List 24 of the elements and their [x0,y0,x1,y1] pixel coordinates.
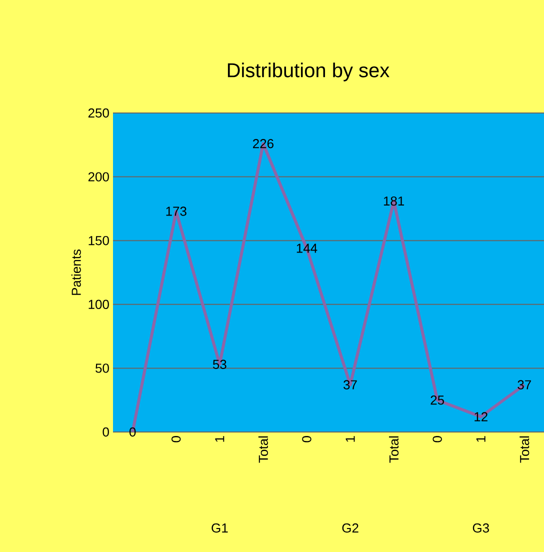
y-tick-label: 150 [88,236,109,246]
data-label: 53 [212,360,226,369]
x-tick-label: 1 [214,436,224,442]
text: G1 [211,523,228,533]
x-tick-label: 0 [432,436,442,442]
y-tick-label: 250 [88,108,109,118]
data-label: 173 [166,206,186,216]
x-tick-label: 0 [171,436,180,442]
y-axis-title: Patients [71,249,81,295]
x-tick-label: 1 [346,436,354,442]
text: G2 [342,523,358,533]
x-tick-label: Total [258,436,268,463]
data-label: 37 [343,380,357,390]
text: G3 [472,523,489,533]
y-tick-label: 200 [88,172,109,182]
x-tick-label: 0 [302,436,312,442]
x-tick-label: Total [388,436,398,463]
x-tick-label: 1 [476,436,486,442]
data-label: 37 [517,380,531,390]
chart-title: Distribution by sex [228,62,390,82]
y-tick-label: 100 [88,300,109,309]
y-tick-label: 50 [95,364,109,373]
x-tick-label: Total [519,436,529,463]
data-label: 226 [252,139,274,148]
